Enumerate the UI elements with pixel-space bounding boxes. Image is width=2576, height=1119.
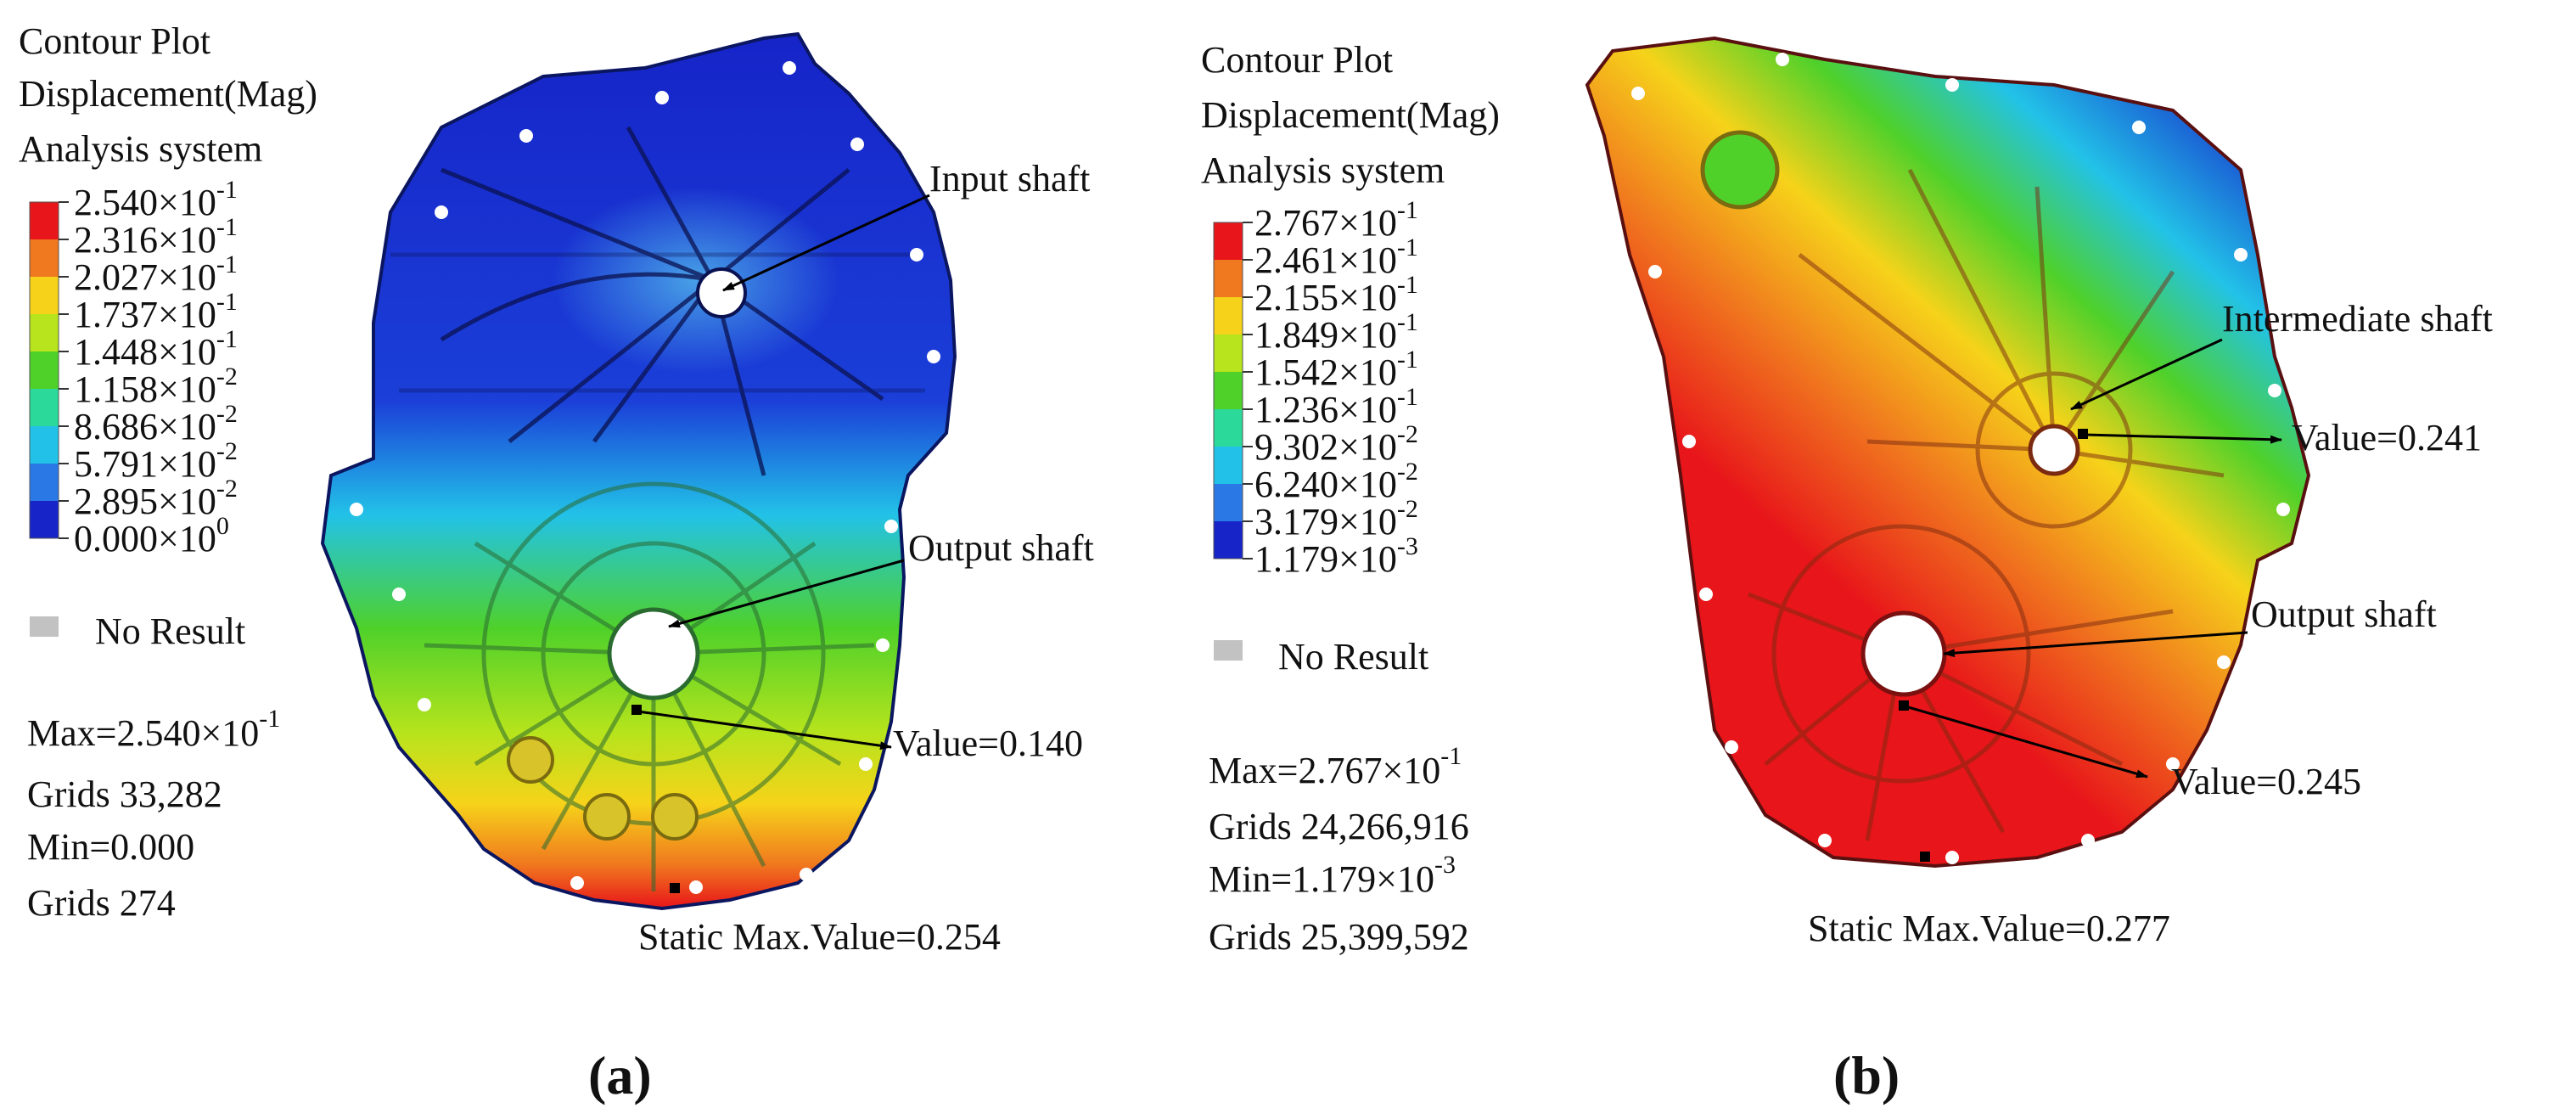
color-legend: 2.540×10-12.316×10-12.027×10-11.737×10-1…	[29, 176, 238, 560]
stat-max: Max=2.540×10-1	[27, 705, 280, 754]
legend-swatch	[1214, 260, 1243, 297]
legend-tick-label: 0.000×100	[74, 512, 229, 560]
stat-max-mantissa: Max=2.767	[1209, 750, 1382, 791]
legend-swatch	[1214, 409, 1243, 447]
legend-tick-label: 1.236×10-1	[1254, 383, 1418, 430]
legend-tick-label: 1.179×10-3	[1254, 532, 1418, 580]
header-line-1: Contour Plot	[19, 20, 210, 62]
legend-tick-label: 6.240×10-2	[1254, 458, 1418, 505]
times-ten: ×10	[200, 712, 259, 754]
stat-max-exponent: -1	[259, 705, 280, 733]
legend-tick-label: 3.179×10-2	[1254, 495, 1418, 543]
times-ten: ×10	[1382, 750, 1440, 791]
label-static-max: Static Max.Value=0.277	[1808, 908, 2170, 949]
max-marker	[670, 883, 680, 893]
legend-swatch	[30, 314, 59, 351]
panel-b: Contour Plot Displacement(Mag) Analysis …	[1201, 36, 2493, 1105]
max-marker	[1920, 852, 1930, 862]
legend-tick-label: 1.542×10-1	[1254, 346, 1418, 393]
probe-marker-output	[1899, 700, 1909, 711]
stat-grids-max: Grids 24,266,916	[1209, 806, 1469, 847]
legend-frame	[1213, 222, 1243, 560]
label-static-max: Static Max.Value=0.254	[638, 916, 1001, 958]
legend-tick-label: 8.686×10-2	[74, 400, 238, 447]
header-line-3: Analysis system	[19, 128, 262, 170]
legend-swatch	[1214, 297, 1243, 335]
label-output-shaft: Output shaft	[2251, 593, 2437, 635]
legend-swatch	[1214, 447, 1243, 484]
legend-tick-label: 1.158×10-2	[74, 363, 238, 410]
label-output-shaft: Output shaft	[908, 527, 1094, 569]
no-result-label: No Result	[95, 610, 245, 652]
label-value: Value=0.245	[2171, 761, 2361, 802]
legend-tick-label: 2.540×10-1	[74, 176, 238, 223]
legend-swatch	[30, 351, 59, 389]
no-result-swatch	[1214, 640, 1243, 661]
header-line-1: Contour Plot	[1201, 39, 1393, 81]
header-line-3: Analysis system	[1201, 149, 1445, 191]
legend-swatch	[30, 239, 59, 277]
label-value-intermediate: Value=0.241	[2292, 417, 2482, 458]
legend-swatch	[1214, 484, 1243, 521]
legend-swatch	[1214, 335, 1243, 372]
times-ten: ×10	[1376, 858, 1434, 900]
probe-marker-intermediate	[2078, 429, 2088, 439]
legend-tick-label: 5.791×10-2	[74, 437, 238, 485]
stat-min-mantissa: Min=1.179	[1209, 858, 1376, 900]
header-line-2: Displacement(Mag)	[19, 73, 317, 115]
stat-grids-max: Grids 33,282	[27, 773, 222, 815]
stat-min: Min=1.179×10-3	[1209, 851, 1456, 900]
panel-a: Contour Plot Displacement(Mag) Analysis …	[19, 20, 1094, 1105]
legend-frame	[29, 201, 59, 539]
legend-tick-label: 1.737×10-1	[74, 288, 238, 335]
stat-min: Min=0.000	[27, 826, 194, 868]
legend-swatch	[30, 277, 59, 314]
legend-tick-label: 2.895×10-2	[74, 475, 238, 522]
legend-swatch	[30, 501, 59, 538]
stat-grids-min: Grids 274	[27, 882, 176, 924]
gearbox-housing-a	[320, 31, 957, 911]
legend-swatch	[30, 389, 59, 426]
legend-tick-label: 1.849×10-1	[1254, 308, 1418, 356]
stat-max-mantissa: Max=2.540	[27, 712, 200, 754]
header-line-2: Displacement(Mag)	[1201, 94, 1500, 136]
stat-max-exponent: -1	[1440, 742, 1462, 770]
caption-b: (b)	[1833, 1045, 1900, 1105]
probe-marker	[631, 705, 642, 715]
legend-tick-label: 9.302×10-2	[1254, 420, 1418, 468]
legend-swatch	[1214, 222, 1243, 260]
stat-min-exponent: -3	[1434, 851, 1456, 879]
legend-tick-label: 2.767×10-1	[1254, 196, 1418, 244]
stat-max: Max=2.767×10-1	[1209, 742, 1462, 791]
caption-a: (a)	[588, 1045, 652, 1105]
label-intermediate-shaft: Intermediate shaft	[2222, 298, 2493, 340]
legend-swatch	[1214, 521, 1243, 559]
no-result-label: No Result	[1278, 636, 1428, 678]
no-result-swatch	[30, 616, 59, 637]
legend-tick-label: 2.461×10-1	[1254, 233, 1418, 281]
legend-swatch	[30, 464, 59, 501]
stat-grids-min: Grids 25,399,592	[1209, 916, 1469, 958]
gearbox-housing-b	[1585, 36, 2311, 869]
color-legend: 2.767×10-12.461×10-12.155×10-11.849×10-1…	[1213, 196, 1418, 580]
label-value: Value=0.140	[893, 723, 1083, 764]
legend-swatch	[30, 202, 59, 239]
legend-tick-label: 2.316×10-1	[74, 213, 238, 261]
label-input-shaft: Input shaft	[929, 158, 1090, 200]
legend-tick-label: 2.027×10-1	[74, 250, 238, 298]
legend-swatch	[30, 426, 59, 464]
legend-swatch	[1214, 372, 1243, 409]
legend-tick-label: 1.448×10-1	[74, 325, 238, 373]
legend-tick-label: 2.155×10-1	[1254, 271, 1418, 318]
